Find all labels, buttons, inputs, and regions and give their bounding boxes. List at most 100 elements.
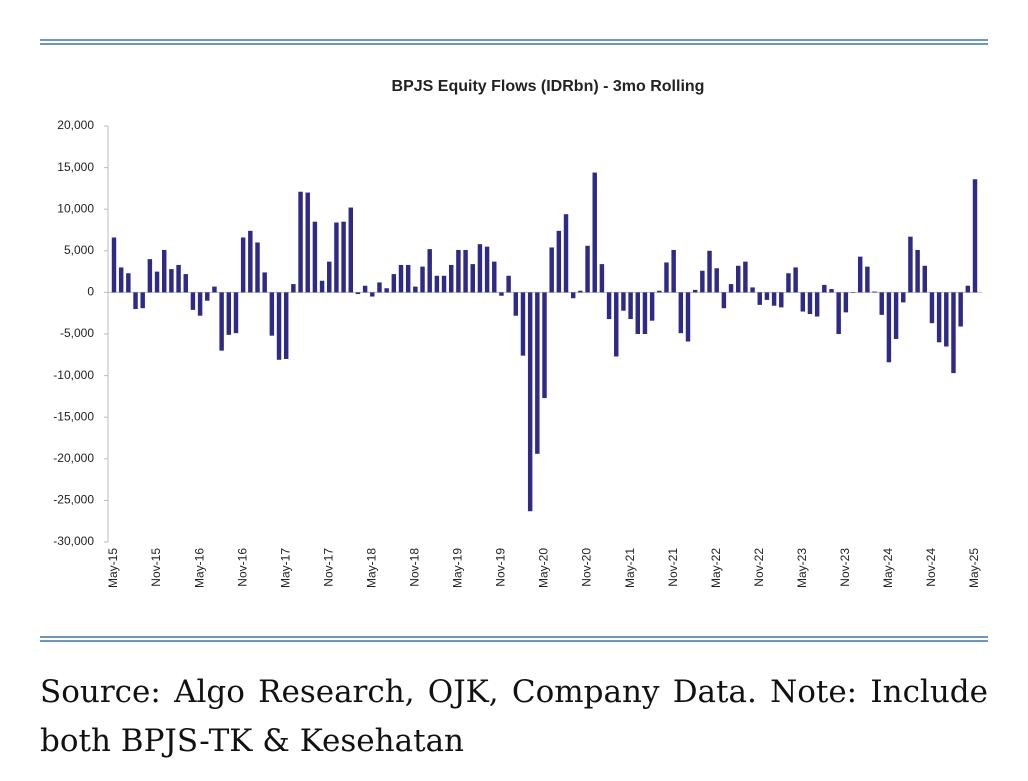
- bar: [190, 292, 196, 310]
- bar: [535, 292, 540, 454]
- bar: [642, 292, 648, 334]
- bar: [685, 292, 691, 342]
- y-tick-label: 0: [87, 285, 94, 299]
- bottom-rule: [40, 636, 988, 642]
- bar: [814, 292, 820, 317]
- x-tick-label: May-16: [192, 548, 206, 588]
- bar: [965, 285, 971, 293]
- bar: [721, 292, 727, 309]
- bar: [857, 256, 863, 293]
- y-tick-label: 5,000: [64, 243, 94, 257]
- bar: [470, 264, 475, 293]
- y-tick-label: -30,000: [53, 534, 94, 548]
- bar: [327, 261, 332, 293]
- bar: [592, 172, 597, 293]
- y-tick-label: -25,000: [53, 493, 94, 507]
- bar: [951, 292, 956, 374]
- x-tick-label: Nov-21: [666, 548, 680, 587]
- bar: [578, 290, 583, 293]
- bar: [126, 273, 131, 293]
- bar: [248, 230, 253, 293]
- bar: [197, 292, 203, 316]
- bar: [413, 286, 418, 293]
- x-tick-label: Nov-17: [321, 548, 335, 587]
- bar: [771, 292, 777, 306]
- bar: [269, 292, 275, 336]
- bar: [118, 267, 124, 293]
- bar: [700, 270, 705, 293]
- bar: [779, 292, 784, 308]
- bar: [348, 207, 353, 293]
- bar: [219, 292, 224, 351]
- bar: [341, 221, 346, 293]
- bar: [692, 289, 698, 293]
- bar: [901, 292, 906, 303]
- bar: [657, 290, 662, 293]
- bar: [936, 292, 942, 343]
- bar: [549, 247, 554, 293]
- bar: [836, 292, 841, 334]
- bar: [111, 237, 117, 293]
- bar: [169, 269, 174, 293]
- bar: [621, 292, 626, 311]
- bar: [800, 292, 806, 312]
- bar: [441, 275, 447, 293]
- bar: [362, 285, 368, 293]
- bar: [291, 284, 296, 293]
- bar: [829, 289, 834, 293]
- bar: [154, 271, 160, 293]
- bar: [915, 249, 920, 293]
- bar: [477, 244, 483, 293]
- x-tick-label: Nov-16: [235, 548, 249, 587]
- chart-title: BPJS Equity Flows (IDRbn) - 3mo Rolling: [392, 78, 705, 95]
- y-tick-label: -10,000: [53, 368, 94, 382]
- bar: [355, 292, 361, 295]
- bar: [750, 287, 755, 293]
- x-tick-label: Nov-20: [580, 548, 594, 587]
- y-tick-label: 10,000: [57, 201, 94, 215]
- bar: [240, 237, 246, 293]
- x-tick-label: Nov-22: [752, 548, 766, 587]
- bar: [822, 284, 827, 293]
- bar: [427, 249, 432, 293]
- bar: [764, 292, 770, 300]
- bar: [922, 265, 927, 293]
- bar: [793, 267, 798, 293]
- y-tick-label: 20,000: [57, 118, 94, 132]
- bar: [556, 230, 562, 293]
- bar: [176, 264, 181, 293]
- bar: [614, 292, 619, 357]
- bar: [212, 286, 217, 293]
- x-tick-label: May-19: [451, 548, 465, 588]
- x-tick-label: Nov-23: [838, 548, 852, 587]
- bar: [133, 292, 138, 310]
- bar: [384, 288, 389, 293]
- bar: [635, 292, 640, 334]
- bar: [757, 292, 762, 305]
- bar: [391, 274, 397, 293]
- bar: [563, 214, 569, 293]
- bar: [492, 261, 497, 293]
- bar: [606, 292, 612, 320]
- bar: [585, 245, 590, 293]
- bar: [807, 292, 813, 315]
- bar: [484, 246, 490, 293]
- x-tick-label: May-24: [881, 548, 895, 588]
- x-tick-label: May-23: [795, 548, 809, 588]
- bar: [908, 236, 913, 293]
- x-tick-label: May-20: [537, 548, 551, 588]
- y-tick-label: -20,000: [53, 451, 94, 465]
- x-tick-label: May-25: [967, 548, 981, 588]
- x-tick-label: May-15: [106, 548, 120, 588]
- bar: [405, 264, 411, 293]
- bar: [377, 282, 382, 293]
- x-tick-label: Nov-24: [924, 548, 938, 587]
- bar: [434, 275, 440, 293]
- bar: [262, 272, 267, 293]
- bar: [850, 292, 856, 293]
- y-tick-label: -15,000: [53, 409, 94, 423]
- x-tick-label: Nov-15: [149, 548, 163, 587]
- bar: [599, 264, 605, 293]
- bar: [520, 292, 526, 356]
